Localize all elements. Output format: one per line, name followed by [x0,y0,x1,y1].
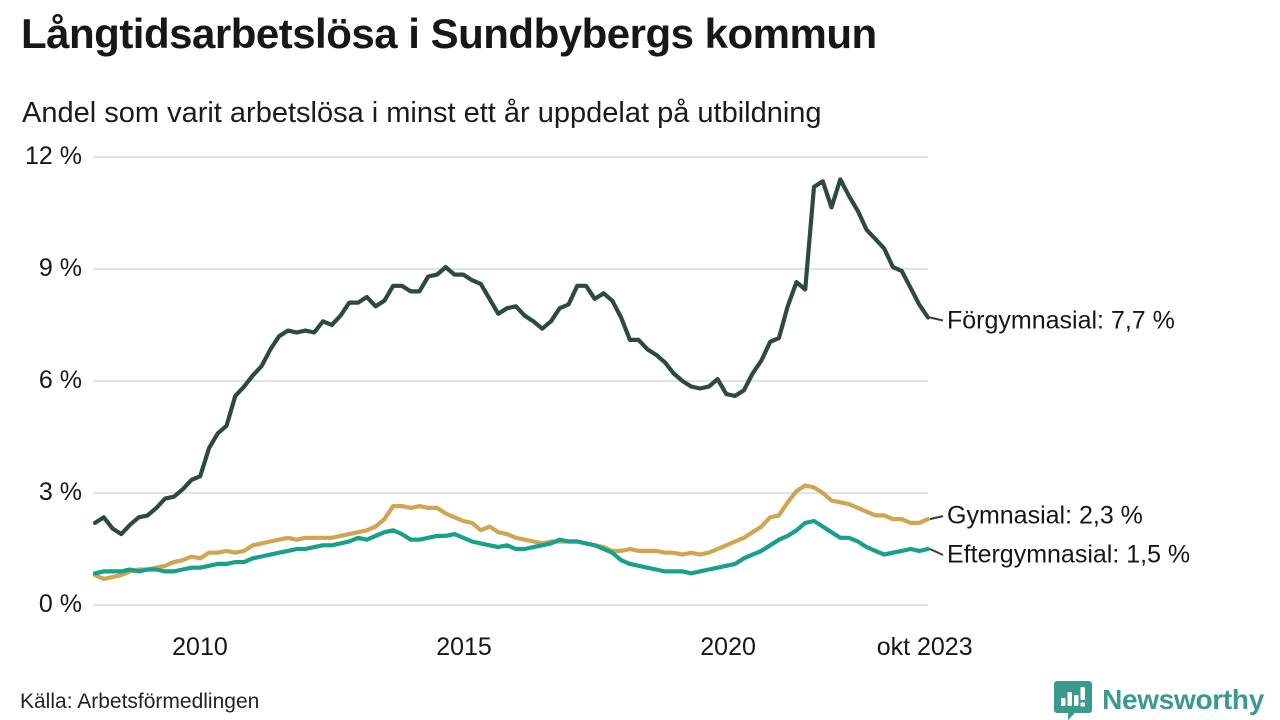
x-tick-label: okt 2023 [876,633,973,661]
y-tick-label: 9 % [38,253,82,282]
label-connector [929,316,944,322]
series-line-gymnasial [92,483,931,581]
page-title: Långtidsarbetslösa i Sundbybergs kommun [21,10,877,57]
x-tick-label: 2010 [172,633,228,661]
y-tick-label: 12 % [25,141,82,170]
y-tick-label: 6 % [38,365,82,394]
series-end-label-gymnasial: Gymnasial: 2,3 % [947,501,1143,530]
y-tick-label: 0 % [38,589,82,618]
series-end-label-eftergymnasial: Eftergymnasial: 1,5 % [947,540,1191,569]
label-connector [929,515,944,521]
x-tick-label: 2015 [436,633,492,661]
x-tick-label: 2020 [700,633,756,661]
brand-name: Newsworthy [1102,683,1264,715]
bar-chart-speech-bubble-icon [1054,681,1093,720]
series-line-förgymnasial [92,177,931,537]
source-note: Källa: Arbetsförmedlingen [20,690,260,713]
y-tick-label: 3 % [38,477,82,506]
label-connector [929,548,944,556]
series-end-label-förgymnasial: Förgymnasial: 7,7 % [947,306,1175,335]
series-line-eftergymnasial [92,518,931,576]
newsworthy-logo: Newsworthy [1053,679,1264,720]
chart-subtitle: Andel som varit arbetslösa i minst ett å… [22,97,822,129]
